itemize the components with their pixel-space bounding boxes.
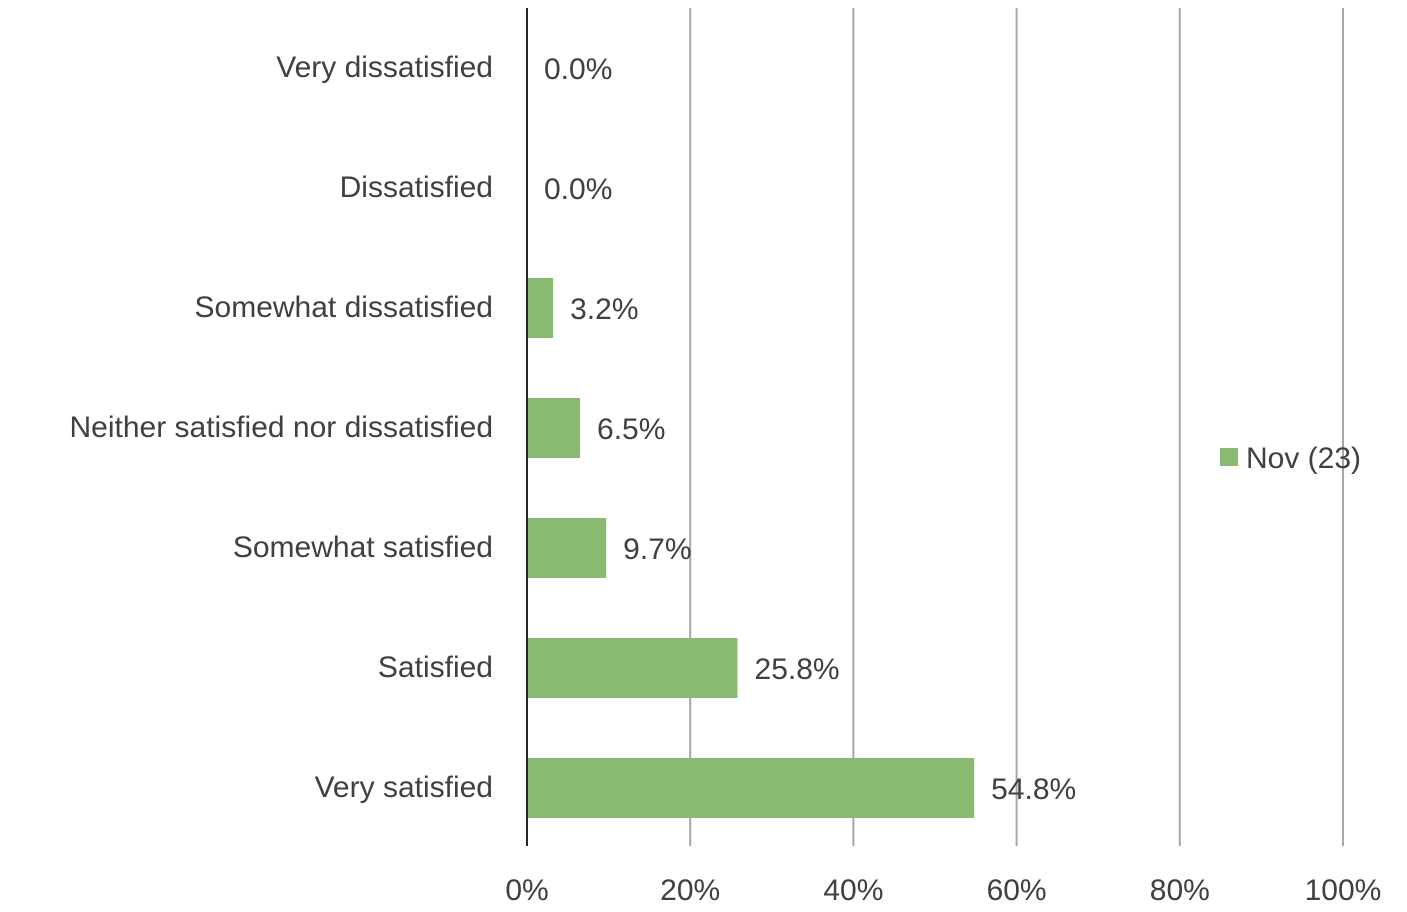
x-tick-label: 20% bbox=[660, 874, 720, 907]
x-tick-label: 60% bbox=[987, 874, 1047, 907]
data-label: 6.5% bbox=[597, 413, 665, 446]
bar bbox=[527, 758, 975, 818]
x-tick-labels: 0% 20% 40% 60% 80% 100% bbox=[505, 874, 1381, 907]
category-label: Neither satisfied nor dissatisfied bbox=[69, 411, 493, 444]
category-label: Very dissatisfied bbox=[276, 51, 493, 84]
bar bbox=[527, 398, 581, 458]
data-label: 0.0% bbox=[544, 173, 612, 206]
x-tick-label: 80% bbox=[1150, 874, 1210, 907]
legend: Nov (23) bbox=[1220, 442, 1361, 475]
x-tick-label: 40% bbox=[823, 874, 883, 907]
category-label: Somewhat satisfied bbox=[233, 531, 493, 564]
data-label: 25.8% bbox=[755, 653, 840, 686]
category-label: Very satisfied bbox=[315, 771, 493, 804]
value-labels: 0.0% 0.0% 3.2% 6.5% 9.7% 25.8% 54.8% bbox=[544, 53, 1076, 806]
data-label: 54.8% bbox=[991, 773, 1076, 806]
bar bbox=[527, 638, 738, 698]
bar bbox=[527, 518, 607, 578]
legend-swatch bbox=[1220, 448, 1238, 466]
x-tick-label: 0% bbox=[505, 874, 548, 907]
gridlines bbox=[689, 8, 1344, 846]
data-label: 9.7% bbox=[623, 533, 691, 566]
data-label: 0.0% bbox=[544, 53, 612, 86]
bars bbox=[527, 278, 975, 818]
x-tick-label: 100% bbox=[1305, 874, 1382, 907]
category-label: Satisfied bbox=[378, 651, 493, 684]
legend-label: Nov (23) bbox=[1246, 442, 1361, 475]
category-label: Dissatisfied bbox=[340, 171, 493, 204]
data-label: 3.2% bbox=[570, 293, 638, 326]
category-labels: Very dissatisfied Dissatisfied Somewhat di… bbox=[69, 51, 493, 804]
category-label: Somewhat dissatisfied bbox=[195, 291, 493, 324]
bar bbox=[527, 278, 554, 338]
